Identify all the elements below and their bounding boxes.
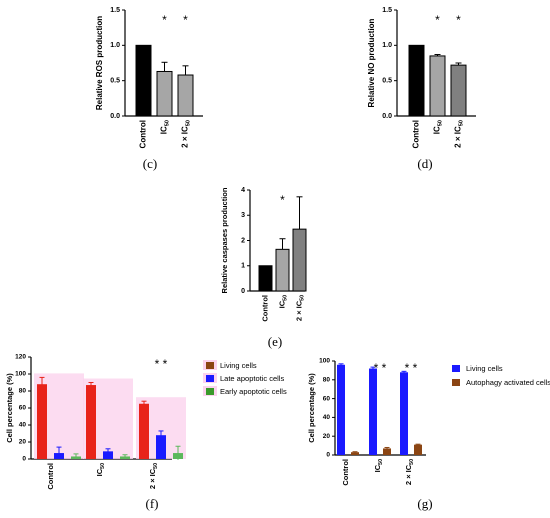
bar [414, 444, 422, 455]
y-axis-title: Cell percentage (%) [5, 373, 14, 443]
y-axis-title: Relative NO production [367, 18, 376, 107]
panel-label-g: (g) [417, 496, 432, 511]
bar [258, 265, 273, 292]
x-tick-label: IC50 [277, 295, 288, 308]
x-tick-label: Control [341, 459, 350, 486]
panel-label-c: (c) [143, 156, 157, 171]
bar [37, 384, 47, 459]
legend-label: Living cells [466, 364, 503, 373]
y-tick-label: 100 [319, 358, 330, 365]
x-tick-label: 2 × IC50 [148, 463, 159, 489]
bar [450, 64, 467, 117]
y-tick-label: 1 [241, 263, 245, 270]
y-tick-label: 0 [326, 452, 330, 459]
y-tick-label: 40 [323, 414, 331, 421]
significance-star: * [162, 13, 167, 27]
x-tick-label: IC50 [95, 463, 106, 476]
bar [408, 44, 425, 117]
y-tick-label: 40 [19, 422, 27, 429]
legend-swatch [206, 362, 214, 369]
significance-star: * [435, 13, 440, 27]
x-tick-label: IC50 [373, 459, 384, 472]
legend-label: Late apoptotic cells [220, 374, 284, 383]
y-tick-label: 3 [241, 212, 245, 219]
significance-star: * [183, 13, 188, 27]
chart-c: 0.0 0.5 1.0 1.5 Relative ROS production Contr… [95, 7, 203, 148]
y-tick-label: 0.5 [382, 78, 392, 85]
y-tick-label: 20 [323, 433, 331, 440]
significance-star: * * [155, 357, 168, 371]
y-axis-title: Relative ROS production [95, 16, 104, 110]
y-tick-label: 1.5 [382, 7, 392, 14]
bar [275, 248, 290, 292]
panel-label-f: (f) [146, 496, 159, 511]
legend-swatch [452, 365, 460, 372]
bar [292, 228, 307, 292]
bar [351, 452, 359, 455]
bar [383, 448, 391, 455]
legend-label: Living cells [220, 361, 257, 370]
bar [86, 385, 96, 459]
significance-star: * [280, 193, 285, 207]
y-tick-label: 1.0 [110, 42, 120, 49]
y-tick-label: 2 [241, 237, 245, 244]
chart-f: 0 20 40 60 80 100 120 Cell percentage (%) Contro… [5, 354, 287, 490]
y-tick-label: 120 [15, 354, 26, 361]
panel-label-e: (e) [268, 334, 282, 349]
significance-star: * * [374, 361, 387, 375]
x-tick-label: Control [412, 120, 421, 148]
legend-label: Autophagy activated cells [466, 378, 550, 387]
x-tick-label: 2 × IC50 [404, 459, 415, 485]
legend-swatch [452, 379, 460, 386]
x-tick-label: IC50 [160, 120, 171, 134]
bar [156, 435, 166, 459]
y-tick-label: 60 [323, 395, 331, 402]
y-tick-label: 1.0 [382, 42, 392, 49]
significance-star: * * [405, 361, 418, 375]
x-tick-label: Control [139, 120, 148, 148]
legend-swatch [206, 388, 214, 395]
panel-label-d: (d) [417, 156, 432, 171]
y-tick-label: 4 [241, 187, 245, 194]
y-tick-label: 100 [15, 371, 26, 378]
significance-star: * [456, 13, 461, 27]
x-tick-label: Control [46, 463, 55, 490]
bar [156, 70, 173, 117]
bar [429, 55, 446, 117]
y-axis-title: Cell percentage (%) [307, 373, 316, 443]
chart-e: 0 1 2 3 4 Relative caspases production Control… [220, 187, 307, 322]
y-tick-label: 0.0 [382, 113, 392, 120]
y-tick-label: 20 [19, 439, 27, 446]
x-tick-label: Control [260, 295, 269, 322]
y-tick-label: 0 [22, 456, 26, 463]
y-tick-label: 0.5 [110, 78, 120, 85]
x-tick-label: 2 × IC50 [294, 295, 305, 321]
bar [139, 403, 149, 459]
x-tick-label: IC50 [433, 120, 444, 134]
bar [400, 372, 408, 455]
y-tick-label: 0.0 [110, 113, 120, 120]
bar [337, 364, 345, 455]
bar [103, 451, 113, 459]
legend-label: Early apoptotic cells [220, 387, 287, 396]
bar [177, 74, 194, 117]
y-tick-label: 0 [241, 288, 245, 295]
y-tick-label: 1.5 [110, 7, 120, 14]
x-tick-label: 2 × IC50 [181, 120, 192, 148]
chart-d: 0.0 0.5 1.0 1.5 Relative NO production Contro… [367, 7, 476, 148]
x-tick-label: 2 × IC50 [454, 120, 465, 148]
bar [135, 44, 152, 117]
y-axis-title: Relative caspases production [220, 187, 229, 293]
y-tick-label: 80 [323, 377, 331, 384]
bar [369, 368, 377, 455]
legend-swatch [206, 375, 214, 382]
y-tick-label: 60 [19, 405, 27, 412]
chart-g: 0 20 40 60 80 100 Cell percentage (%) Control * … [307, 358, 550, 486]
y-tick-label: 80 [19, 388, 27, 395]
